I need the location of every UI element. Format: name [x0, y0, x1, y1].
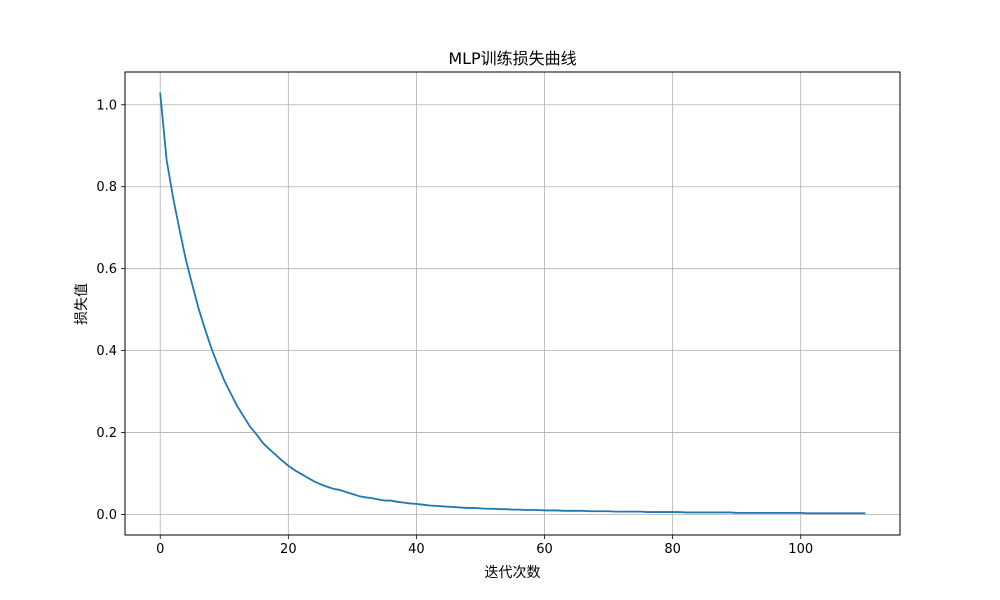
axes-frame — [124, 71, 901, 536]
grid-lines — [125, 72, 900, 535]
y-tick-label: 0.8 — [96, 180, 117, 195]
y-tick-label: 0.4 — [96, 344, 117, 359]
x-tick-label: 100 — [788, 542, 813, 557]
x-tick-label: 0 — [156, 542, 164, 557]
chart-title: MLP训练损失曲线 — [448, 49, 576, 68]
x-tick-label: 40 — [408, 542, 425, 557]
loss-series-line — [159, 92, 866, 515]
y-tick-label: 1.0 — [96, 98, 117, 113]
x-tick-label: 80 — [664, 542, 681, 557]
x-axis-label: 迭代次数 — [485, 565, 541, 581]
plot-area — [159, 92, 866, 515]
y-tick-label: 0.2 — [96, 426, 117, 441]
y-tick-label: 0.6 — [96, 262, 117, 277]
y-axis-label: 损失值 — [74, 283, 90, 325]
x-tick-label: 20 — [280, 542, 297, 557]
x-tick-label: 60 — [536, 542, 553, 557]
y-tick-label: 0.0 — [96, 508, 117, 523]
axis-ticks: 0 20 40 60 80 100 0.0 0.2 0.4 0.6 0.8 1.0 — [96, 98, 813, 557]
